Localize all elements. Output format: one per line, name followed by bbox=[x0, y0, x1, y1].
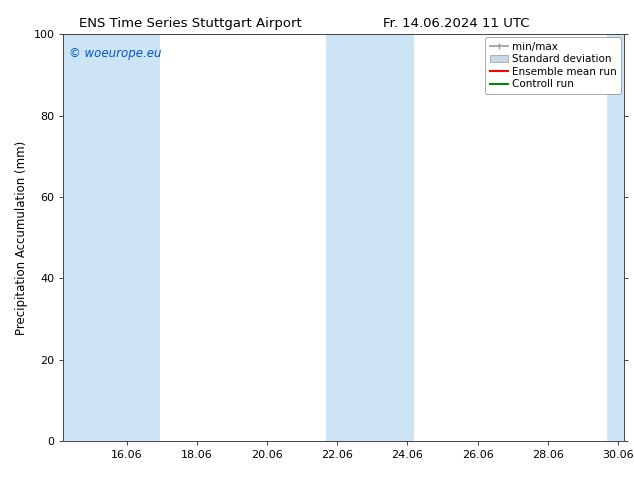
Y-axis label: Precipitation Accumulation (mm): Precipitation Accumulation (mm) bbox=[15, 141, 28, 335]
Text: ENS Time Series Stuttgart Airport: ENS Time Series Stuttgart Airport bbox=[79, 17, 302, 30]
Text: © woeurope.eu: © woeurope.eu bbox=[69, 47, 162, 59]
Text: Fr. 14.06.2024 11 UTC: Fr. 14.06.2024 11 UTC bbox=[383, 17, 530, 30]
Legend: min/max, Standard deviation, Ensemble mean run, Controll run: min/max, Standard deviation, Ensemble me… bbox=[486, 37, 621, 94]
Bar bbox=[63, 34, 160, 441]
Bar bbox=[607, 34, 624, 441]
Bar bbox=[327, 34, 414, 441]
